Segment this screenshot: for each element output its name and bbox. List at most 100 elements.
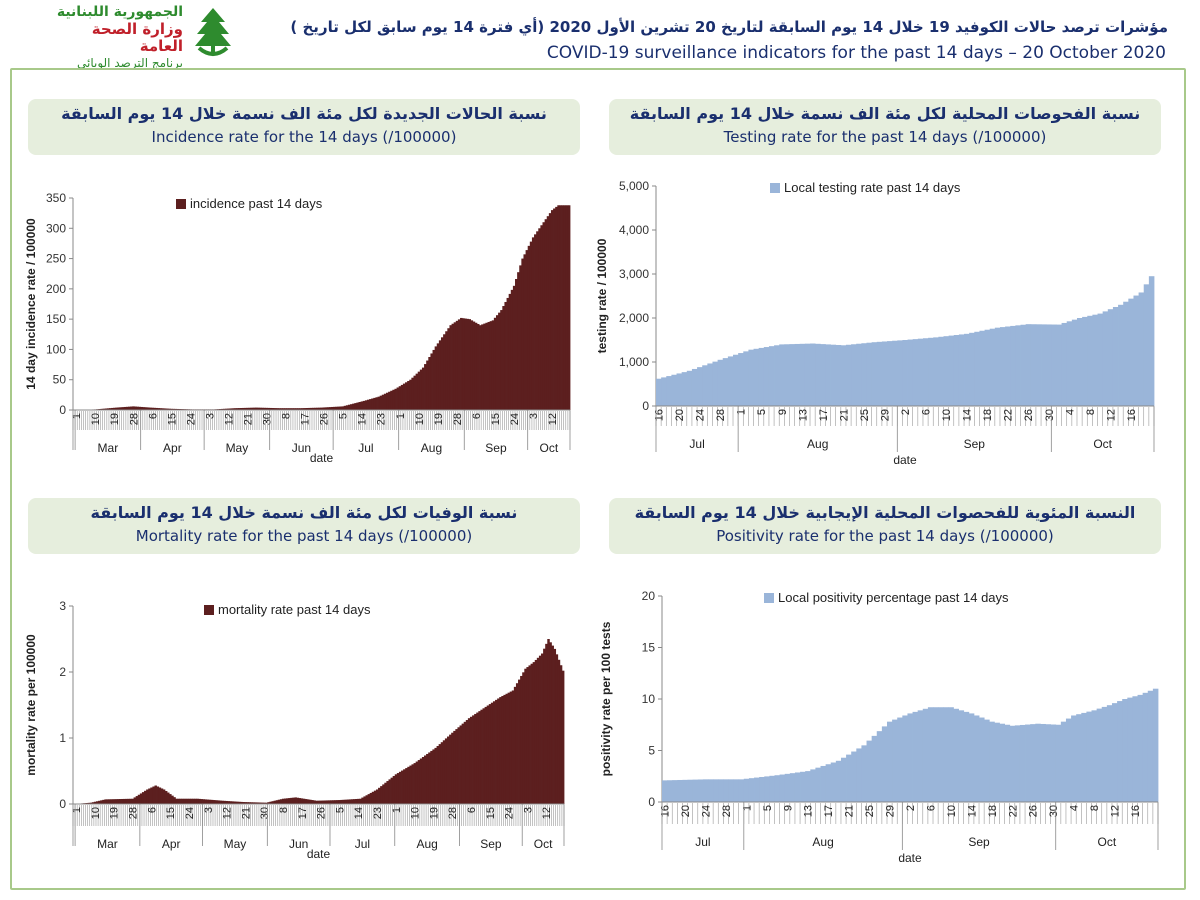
y-tick-label: 3,000 xyxy=(619,267,649,281)
daily-bar xyxy=(758,347,765,406)
daily-bar xyxy=(461,723,465,804)
daily-bar xyxy=(134,406,137,410)
daily-bar xyxy=(518,679,521,804)
daily-bar xyxy=(1025,324,1032,406)
daily-bar xyxy=(567,205,571,410)
day-tick-label: 26 xyxy=(316,807,328,819)
daily-bar xyxy=(495,315,499,410)
daily-bar xyxy=(1076,318,1083,406)
daily-bar xyxy=(928,337,934,406)
daily-bar xyxy=(380,786,383,804)
daily-bar xyxy=(733,779,740,802)
day-tick-label: 6 xyxy=(921,409,933,415)
day-tick-label: 12 xyxy=(223,413,235,425)
daily-bar xyxy=(225,408,228,410)
legend-label: incidence past 14 days xyxy=(190,196,323,211)
daily-bar xyxy=(708,779,714,802)
daily-bar xyxy=(748,349,754,406)
daily-bar xyxy=(163,408,167,410)
daily-bar xyxy=(1091,710,1098,802)
daily-bar xyxy=(129,798,132,804)
daily-bar xyxy=(292,797,295,804)
day-tick-strip xyxy=(655,407,1155,426)
daily-bar xyxy=(667,780,673,802)
daily-bar xyxy=(183,798,187,804)
mortality-title-ar: نسبة الوفيات لكل مئة الف نسمة خلال 14 يو… xyxy=(90,503,518,522)
day-tick-label: 28 xyxy=(721,805,733,817)
day-tick-label: 22 xyxy=(1007,805,1019,817)
daily-bar xyxy=(135,796,139,804)
title-english: COVID-19 surveillance indicators for the… xyxy=(546,43,1166,63)
daily-bar xyxy=(348,799,352,804)
daily-bar xyxy=(677,779,683,802)
daily-bar xyxy=(125,798,128,804)
daily-bar xyxy=(466,318,469,410)
daily-bar xyxy=(409,765,412,804)
daily-bar xyxy=(1035,324,1042,406)
daily-bar xyxy=(455,729,458,804)
daily-bar xyxy=(426,360,429,410)
logo-line-3: برنامج الترصد الوبائي xyxy=(76,56,183,70)
daily-bar xyxy=(545,643,548,804)
daily-bar xyxy=(912,339,919,406)
day-tick-label: 24 xyxy=(184,807,196,819)
daily-bar xyxy=(237,408,241,410)
daily-bar xyxy=(1123,301,1129,406)
daily-bar xyxy=(240,408,243,410)
daily-bar xyxy=(434,346,438,410)
daily-bar xyxy=(398,771,402,804)
daily-bar xyxy=(400,384,404,410)
daily-bar xyxy=(187,798,191,804)
incidence-title-en: Incidence rate for the 14 days (/100000) xyxy=(151,128,457,146)
day-tick-label: 15 xyxy=(166,413,178,425)
daily-bar xyxy=(478,711,481,804)
daily-bar xyxy=(411,764,414,804)
daily-bar xyxy=(840,345,847,406)
testing-title-en: Testing rate for the past 14 days (/1000… xyxy=(723,128,1047,146)
daily-bar xyxy=(329,800,333,804)
daily-bar xyxy=(279,799,283,804)
daily-bar xyxy=(501,695,504,804)
daily-bar xyxy=(301,408,304,410)
y-tick-label: 0 xyxy=(59,797,66,811)
day-tick-label: 5 xyxy=(338,413,350,419)
daily-bar xyxy=(258,802,262,804)
daily-bar xyxy=(1010,325,1016,406)
daily-bar xyxy=(672,780,678,802)
day-tick-label: 6 xyxy=(146,807,158,813)
daily-bar xyxy=(307,407,311,410)
day-tick-label: 19 xyxy=(428,807,440,819)
day-tick-label: 6 xyxy=(925,805,937,811)
dashboard-frame xyxy=(10,68,1186,890)
daily-bar xyxy=(113,407,116,410)
daily-bar xyxy=(309,799,312,804)
daily-bar xyxy=(763,347,770,406)
daily-bar xyxy=(123,798,126,804)
daily-bar xyxy=(561,670,565,804)
daily-bar xyxy=(430,353,433,410)
day-tick-label: 9 xyxy=(777,409,789,415)
daily-bar xyxy=(1030,724,1036,802)
daily-bar xyxy=(856,343,862,406)
daily-bar xyxy=(799,343,806,406)
daily-bar xyxy=(1122,699,1128,802)
daily-bar xyxy=(866,740,873,802)
daily-bar xyxy=(1143,284,1150,406)
daily-bar xyxy=(810,769,816,802)
daily-bar xyxy=(676,373,683,406)
daily-bar xyxy=(365,795,368,804)
daily-bar xyxy=(277,799,281,804)
daily-bar xyxy=(333,406,336,410)
daily-bar xyxy=(1087,315,1093,406)
daily-bar xyxy=(1051,324,1057,406)
daily-bar xyxy=(401,770,404,804)
daily-bar xyxy=(326,407,330,410)
daily-bar xyxy=(484,706,488,804)
daily-bar xyxy=(378,787,381,804)
y-axis-label: mortality rate per 100000 xyxy=(24,634,38,776)
daily-bar xyxy=(500,310,503,410)
day-tick-label: 2 xyxy=(900,409,912,415)
daily-bar xyxy=(825,344,831,406)
daily-bar xyxy=(176,408,180,410)
daily-bar xyxy=(697,779,704,802)
